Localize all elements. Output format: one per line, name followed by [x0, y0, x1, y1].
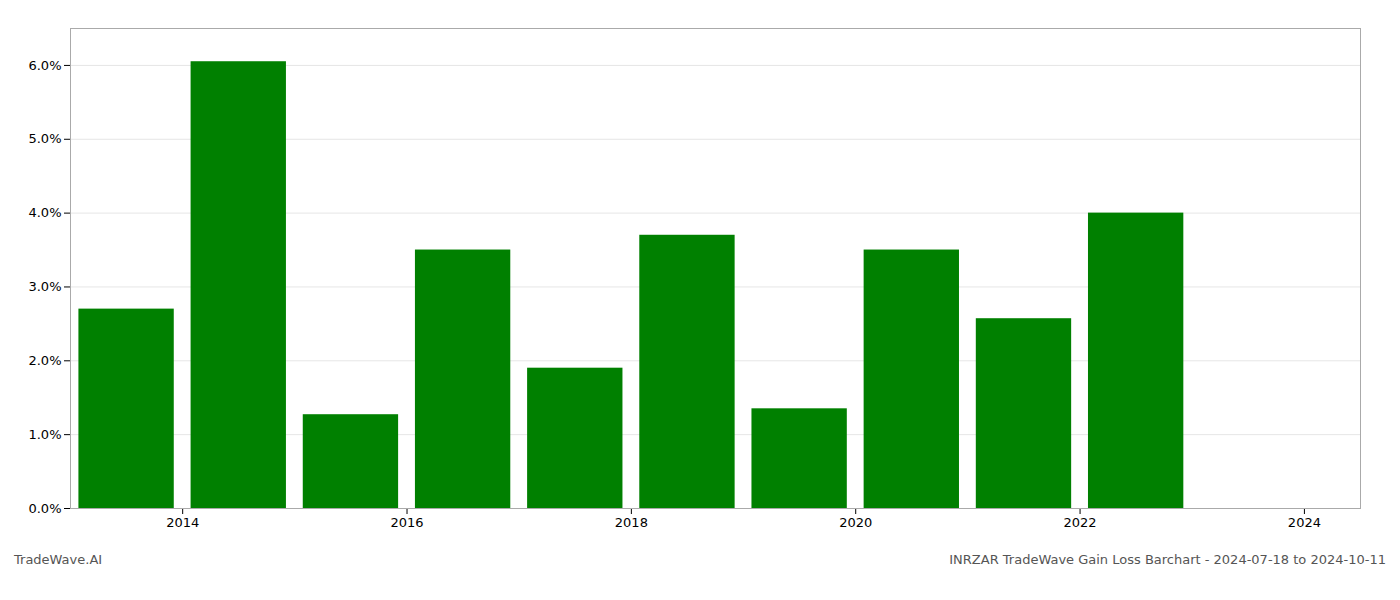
svg-text:2024: 2024: [1288, 515, 1321, 530]
svg-text:0.0%: 0.0%: [28, 501, 61, 516]
svg-text:2020: 2020: [839, 515, 872, 530]
svg-text:2018: 2018: [615, 515, 648, 530]
svg-text:2014: 2014: [166, 515, 199, 530]
svg-text:5.0%: 5.0%: [28, 131, 61, 146]
svg-text:2.0%: 2.0%: [28, 353, 61, 368]
svg-text:3.0%: 3.0%: [28, 279, 61, 294]
svg-text:1.0%: 1.0%: [28, 427, 61, 442]
svg-text:2016: 2016: [390, 515, 423, 530]
svg-text:6.0%: 6.0%: [28, 58, 61, 73]
html-text:TradeWave.AI: TradeWave.AI: [14, 552, 103, 567]
svg-text:4.0%: 4.0%: [28, 205, 61, 220]
svg-text:2022: 2022: [1064, 515, 1097, 530]
html-text:INRZAR TradeWave Gain Loss Bar: INRZAR TradeWave Gain Loss Barchart - 20…: [949, 552, 1386, 567]
